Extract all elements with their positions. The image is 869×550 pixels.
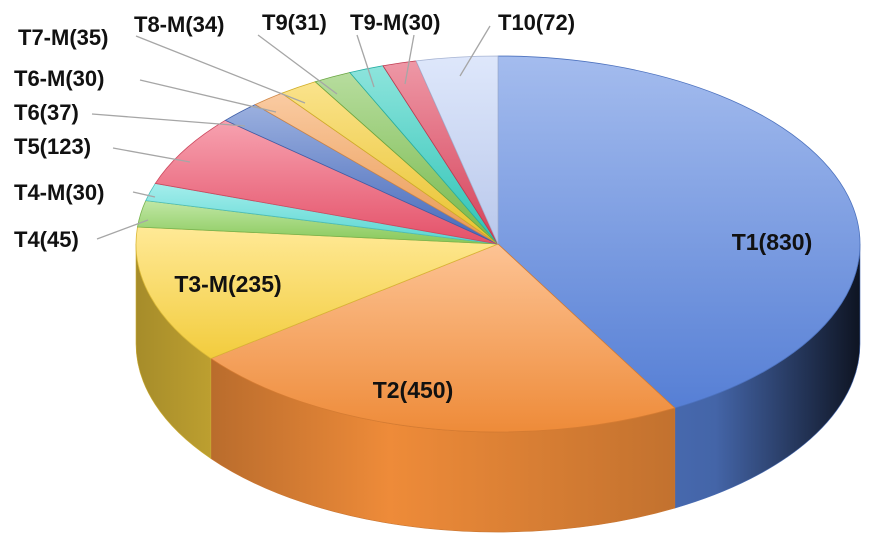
slice-label-t1: T1(830) bbox=[732, 229, 813, 255]
pie-top-layer bbox=[135, 55, 861, 433]
slice-label-t2: T2(450) bbox=[373, 377, 454, 403]
slice-label-t4-m: T4-M(30) bbox=[14, 180, 104, 205]
slice-t10 bbox=[415, 55, 499, 245]
slice-t3-m bbox=[135, 226, 499, 359]
slice-label-t6: T6(37) bbox=[14, 100, 79, 125]
slice-label-t4: T4(45) bbox=[14, 227, 79, 252]
slice-t2 bbox=[209, 243, 676, 433]
leader-line-t10 bbox=[459, 25, 491, 77]
leader-line-t4-m bbox=[132, 191, 156, 198]
leader-lines bbox=[91, 25, 491, 240]
slice-t5 bbox=[154, 119, 499, 245]
slice-label-t8-m: T8-M(34) bbox=[134, 12, 224, 37]
leader-line-t9-m bbox=[404, 34, 415, 85]
leader-line-t5 bbox=[112, 147, 191, 163]
slice-label-t6-m: T6-M(30) bbox=[14, 66, 104, 91]
slice-labels: T1(830) T2(450) T3-M(235) T4(45) T4-M(30) T5(… bbox=[14, 10, 812, 403]
leader-line-t9 bbox=[356, 34, 375, 88]
slice-label-t3-m: T3-M(235) bbox=[174, 271, 281, 297]
leader-line-t7-m bbox=[135, 35, 306, 104]
slice-label-t9: T9(31) bbox=[262, 10, 327, 35]
slice-t1 bbox=[497, 55, 861, 409]
leader-line-t4 bbox=[96, 219, 149, 240]
leader-line-t6 bbox=[91, 113, 246, 127]
leader-line-t6-m bbox=[139, 79, 277, 113]
slice-label-t5: T5(123) bbox=[14, 134, 91, 159]
slice-label-t10: T10(72) bbox=[498, 10, 575, 35]
slice-label-t9-m: T9-M(30) bbox=[350, 10, 440, 35]
slice-label-t7-m: T7-M(35) bbox=[18, 25, 108, 50]
leader-line-t8-m bbox=[257, 34, 338, 95]
